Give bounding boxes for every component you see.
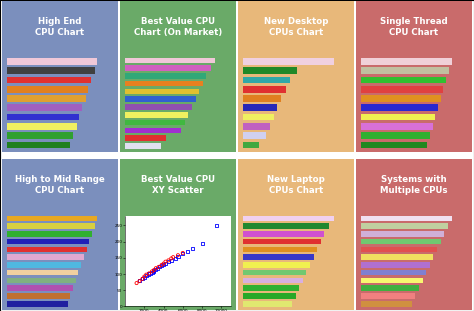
Text: New Laptop
CPUs Chart: New Laptop CPUs Chart [267, 175, 325, 195]
Text: High to Mid Range
CPU Chart: High to Mid Range CPU Chart [15, 175, 105, 195]
Text: Systems with
Multiple CPUs: Systems with Multiple CPUs [380, 175, 448, 195]
Text: Best Value CPU
Chart (On Market): Best Value CPU Chart (On Market) [134, 17, 222, 37]
Text: Best Value CPU
XY Scatter: Best Value CPU XY Scatter [141, 175, 215, 195]
Text: High End
CPU Chart: High End CPU Chart [36, 17, 84, 37]
Text: Single Thread
CPU Chart: Single Thread CPU Chart [380, 17, 448, 37]
Text: New Desktop
CPUs Chart: New Desktop CPUs Chart [264, 17, 328, 37]
